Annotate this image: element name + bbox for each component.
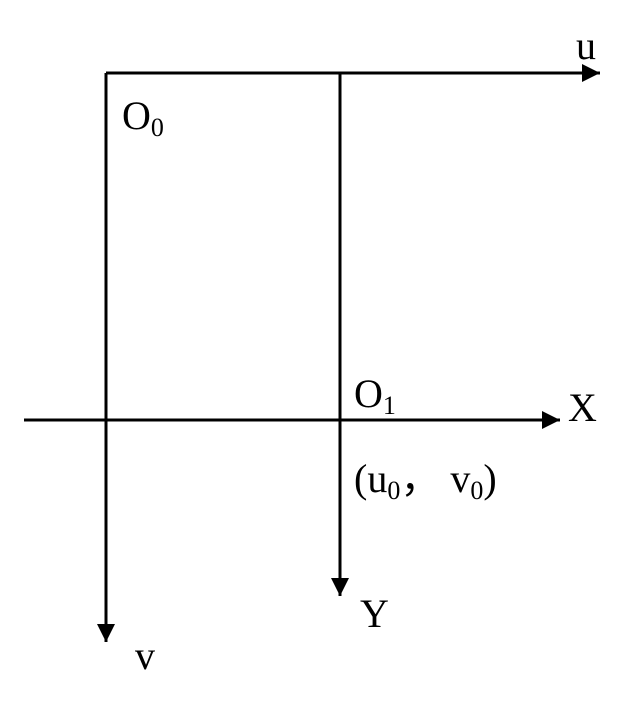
coords-v-sub: 0: [470, 476, 483, 506]
coords-close: ): [483, 455, 496, 502]
u-axis-label: u: [576, 22, 596, 69]
coords-label: (u0， v0): [354, 446, 497, 504]
coords-u-sub: 0: [387, 476, 400, 506]
coords-open: (: [354, 455, 367, 502]
x-axis-label: X: [568, 384, 597, 431]
y-axis-label: Y: [360, 590, 389, 637]
coords-u-main: u: [367, 455, 387, 502]
coords-sep: ，: [400, 446, 440, 504]
v-axis-text: v: [135, 632, 155, 679]
x-axis-text: X: [568, 384, 597, 431]
origin-o0-label: O0: [122, 92, 164, 139]
u-axis-text: u: [576, 22, 596, 69]
v-axis-label: v: [135, 632, 155, 679]
o0-main: O: [122, 92, 151, 139]
o0-sub: 0: [151, 113, 164, 143]
o1-main: O: [354, 370, 383, 417]
origin-o1-label: O1: [354, 370, 396, 417]
y-axis-text: Y: [360, 590, 389, 637]
coords-v-main: v: [450, 455, 470, 502]
o1-sub: 1: [383, 391, 396, 421]
coordinate-diagram: [0, 0, 644, 709]
